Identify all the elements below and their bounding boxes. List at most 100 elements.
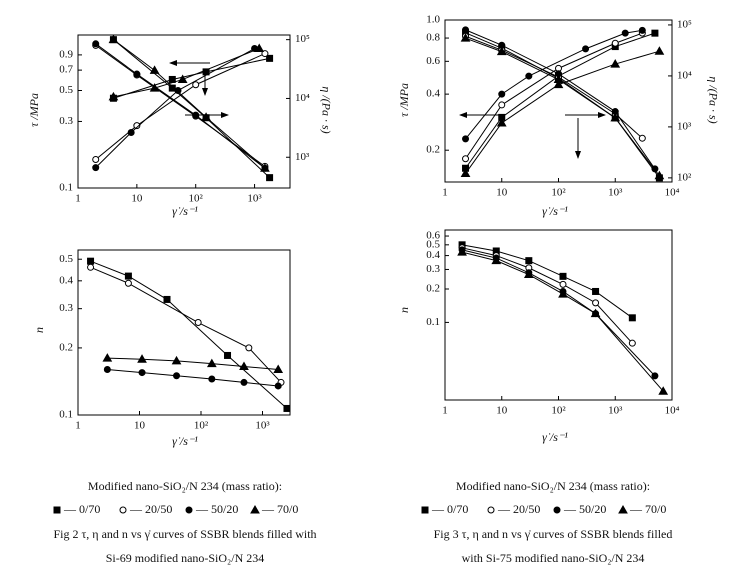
marker-circle	[192, 111, 200, 119]
marker-triangle	[108, 91, 119, 101]
legend-label: — 70/0	[261, 502, 298, 516]
y2-tick-label: 10⁴	[677, 69, 692, 81]
marker-triangle	[654, 46, 665, 55]
legend-label: — 20/50	[129, 502, 172, 516]
marker-triangle	[250, 504, 260, 514]
y-tick-label: 0.1	[59, 409, 73, 421]
x-tick-label: 10²	[551, 187, 566, 199]
series-line	[95, 53, 266, 160]
y-tick-label: 0.9	[59, 48, 73, 60]
marker-circle	[462, 26, 470, 34]
marker-circle-open	[87, 263, 95, 271]
y-tick-label: 0.5	[59, 253, 73, 265]
series-line	[107, 369, 279, 387]
series-line	[465, 32, 643, 160]
marker-triangle	[553, 79, 564, 89]
series-line	[461, 247, 633, 344]
x-tick-label: 10³	[247, 193, 262, 205]
x-tick-label: 10²	[189, 193, 204, 205]
legend-label: — 0/70	[431, 502, 468, 516]
marker-circle	[498, 90, 506, 98]
y2-axis-title: η /(Pa · s)	[706, 76, 720, 123]
x-tick-label: 10	[496, 187, 508, 199]
marker-square	[651, 29, 659, 37]
marker-triangle	[590, 308, 601, 318]
caption-line: Fig 3 τ, η and n vs γ̇ curves of SSBR bl…	[434, 527, 673, 541]
series-line	[90, 266, 282, 383]
y-tick-label: 0.4	[426, 88, 440, 100]
y2-axis-title: η /(Pa · s)	[319, 86, 333, 133]
marker-circle	[462, 135, 470, 143]
y-axis-title: n	[32, 327, 46, 333]
y-tick-label: 0.1	[426, 316, 440, 328]
x-axis-title: γ̇ /s⁻¹	[172, 434, 198, 448]
y2-tick-label: 10³	[677, 120, 692, 132]
series-line	[461, 249, 656, 377]
marker-triangle	[254, 43, 265, 53]
caption-line: with Si-75 modified nano-SiO₂/N 234	[462, 551, 645, 565]
x-axis-title: γ̇ /s⁻¹	[542, 430, 568, 444]
y-tick-label: 0.8	[426, 32, 440, 44]
caption-line: Fig 2 τ, η and n vs γ̇ curves of SSBR bl…	[53, 527, 316, 541]
marker-circle-open	[119, 506, 127, 514]
marker-triangle	[273, 364, 284, 374]
marker-circle-open	[611, 39, 619, 47]
y-tick-label: 0.3	[59, 302, 73, 314]
marker-square	[628, 314, 636, 322]
marker-square	[168, 84, 176, 92]
marker-circle-open	[487, 506, 495, 514]
y2-tick-label: 10³	[295, 151, 310, 163]
marker-triangle	[137, 354, 147, 363]
legend-label: — 50/20	[563, 502, 606, 516]
marker-triangle	[171, 355, 182, 365]
y-tick-label: 0.6	[426, 230, 440, 242]
marker-triangle	[496, 117, 507, 127]
marker-triangle	[177, 74, 188, 83]
marker-triangle	[558, 289, 568, 298]
y-tick-label: 0.3	[59, 115, 73, 127]
y-tick-label: 0.7	[59, 64, 73, 76]
series-line	[90, 260, 288, 409]
y-axis-title: n	[397, 307, 411, 313]
marker-circle-open	[559, 280, 567, 288]
y-tick-label: 0.5	[426, 238, 440, 250]
marker-circle-open	[124, 279, 132, 287]
marker-circle	[240, 378, 248, 386]
x-axis-title: γ̇ /s⁻¹	[542, 204, 568, 218]
plot-frame	[444, 229, 673, 401]
marker-square	[124, 272, 132, 280]
y-axis-title: τ /MPa	[397, 83, 411, 117]
y2-tick-label: 10²	[677, 171, 692, 183]
marker-square	[87, 257, 95, 265]
marker-square	[53, 506, 61, 514]
x-tick-label: 10⁴	[665, 405, 680, 417]
y2-tick-label: 10⁵	[677, 18, 692, 30]
marker-circle	[208, 375, 216, 383]
y2-tick-label: 10⁴	[295, 92, 310, 104]
marker-circle-open	[638, 134, 646, 142]
marker-square	[266, 174, 274, 182]
marker-circle-open	[628, 339, 636, 347]
marker-triangle	[457, 247, 467, 256]
marker-square	[283, 404, 291, 412]
marker-circle-open	[592, 299, 600, 307]
marker-circle	[274, 382, 282, 390]
x-tick-label: 10	[134, 420, 146, 432]
x-tick-label: 1	[442, 187, 448, 199]
series-line	[461, 251, 664, 392]
y2-tick-label: 10⁵	[295, 33, 310, 45]
caption-line: Si-69 modified nano-SiO₂/N 234	[106, 551, 265, 565]
x-tick-label: 10²	[551, 405, 566, 417]
marker-triangle	[201, 112, 211, 121]
x-tick-label: 10³	[608, 405, 623, 417]
marker-circle	[92, 40, 100, 48]
series-line	[107, 357, 279, 371]
marker-triangle	[460, 33, 471, 42]
marker-triangle	[149, 65, 160, 74]
marker-square	[559, 272, 567, 280]
plot-frame	[444, 19, 673, 183]
x-tick-label: 10³	[608, 187, 623, 199]
x-tick-label: 10³	[255, 420, 270, 432]
marker-triangle	[491, 255, 502, 265]
marker-circle	[582, 45, 590, 53]
